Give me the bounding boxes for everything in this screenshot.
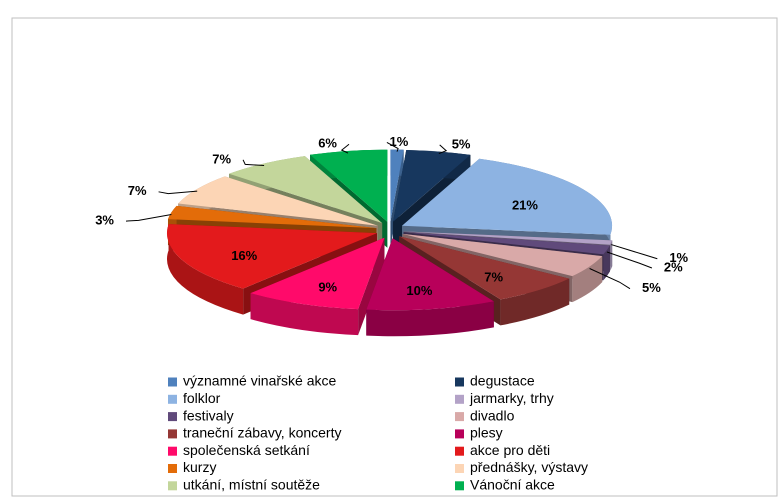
data-label: 16% [231,248,257,263]
legend-label: společenská setkání [183,442,310,458]
leader-line [242,159,265,167]
slice-side [603,245,610,281]
leader-line [158,190,198,195]
legend-label: degustace [470,373,535,389]
slice [390,149,404,222]
legend-swatch [168,446,177,456]
data-label: 5% [452,136,471,151]
leader-line [125,213,172,222]
legend-label: významné vinařské akce [183,373,337,389]
data-label: 5% [642,280,661,295]
data-label: 10% [406,283,432,298]
leader-line [438,144,448,155]
slice [250,237,385,310]
slice-side [610,240,613,271]
slice [402,233,603,277]
slice-side [250,293,359,336]
legend-label: traneční zábavy, koncerty [183,425,341,441]
data-label: 7% [212,151,231,166]
legend-swatch [168,412,177,422]
slice [393,149,471,222]
leader-line [606,251,653,269]
slice [366,238,494,311]
leader-line [340,143,350,154]
slice-side [572,256,603,303]
legend-label: Vánoční akce [470,477,555,493]
data-label: 7% [128,183,147,198]
leader-line [611,244,658,260]
legend-label: divadlo [470,407,515,423]
slice [167,205,377,229]
legend-swatch [455,429,464,439]
slice-side [366,301,494,337]
slice [178,176,378,226]
legend-label: přednášky, výstavy [470,459,588,475]
data-label: 6% [318,136,337,151]
data-label: 1% [389,134,408,149]
legend-swatch [168,429,177,439]
legend-swatch [455,412,464,422]
legend-label: utkání, místní soutěže [183,477,320,493]
legend-label: folklor [183,390,221,406]
legend-label: plesy [470,425,503,441]
slice [166,224,377,289]
legend-swatch [455,377,464,387]
slice [310,149,388,222]
legend-swatch [455,481,464,491]
slice [403,232,610,255]
legend-swatch [455,464,464,473]
legend-swatch [168,481,177,491]
data-label: 7% [484,270,503,285]
leader-line [589,268,631,290]
legend-swatch [168,464,177,473]
legend-label: kurzy [183,459,216,475]
slice [403,231,613,245]
slice [229,156,383,224]
legend-swatch [168,394,177,404]
data-label: 3% [95,213,114,228]
legend-swatch [455,446,464,456]
data-label: 2% [664,259,683,274]
legend-swatch [168,377,177,387]
slice-side [500,278,570,326]
legend-label: akce pro děti [470,442,550,458]
data-label: 9% [318,279,337,294]
slice [399,236,570,300]
slice-side [166,224,244,315]
data-label: 1% [669,250,688,265]
legend-swatch [455,394,464,404]
legend-label: festivaly [183,407,234,423]
leader-line [386,142,399,152]
legend-label: jarmarky, trhy [469,390,554,406]
slice [402,158,613,235]
data-label: 21% [512,197,538,212]
